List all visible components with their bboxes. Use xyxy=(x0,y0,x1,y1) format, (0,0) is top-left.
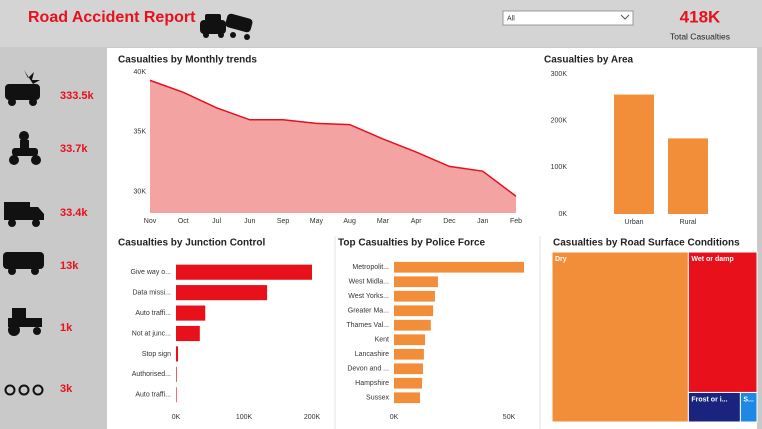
y-tick-label: Auto traffi... xyxy=(135,392,171,399)
bar xyxy=(614,94,654,214)
filter-value: All xyxy=(507,15,515,22)
header-bar xyxy=(0,0,762,47)
filter-dropdown[interactable] xyxy=(502,10,634,26)
y-tick-label: 0K xyxy=(558,211,567,218)
y-tick-label: Data missi... xyxy=(132,289,171,296)
sidebar-icons xyxy=(3,70,44,336)
line xyxy=(149,79,517,197)
tile-label: Wet or damp xyxy=(691,256,733,263)
bar xyxy=(394,290,435,302)
bar xyxy=(176,305,206,321)
x-tick-label: May xyxy=(310,218,324,225)
bar xyxy=(394,305,434,317)
y-tick-label: Sussex xyxy=(366,395,389,402)
treemap-tile xyxy=(687,391,741,423)
y-tick-label: Hampshire xyxy=(355,380,389,387)
y-tick-label: 30K xyxy=(134,188,147,195)
y-tick-label: West Midla... xyxy=(349,279,389,286)
kpi-label: Total Casualties xyxy=(670,31,730,41)
x-tick-label: Oct xyxy=(178,218,189,225)
y-tick-label: Lancashire xyxy=(355,351,389,358)
y-tick-label: 35K xyxy=(134,129,147,136)
x-tick-label: 200K xyxy=(304,414,321,421)
bar xyxy=(394,319,431,331)
sidebar-value: 1k xyxy=(60,322,73,334)
sidebar-value: 3k xyxy=(60,383,73,395)
dropdown-arrow xyxy=(620,14,630,20)
bar xyxy=(394,276,438,288)
chart-title: Casualties by Junction Control xyxy=(118,238,265,249)
y-tick-label: 200K xyxy=(551,118,568,125)
y-tick-label: Authorised... xyxy=(132,371,171,378)
x-tick-label: Jul xyxy=(212,218,221,225)
y-tick-label: Metropolit... xyxy=(352,264,389,271)
x-tick-label: 0K xyxy=(172,414,181,421)
bar xyxy=(668,138,708,214)
x-tick-label: Rural xyxy=(680,219,697,226)
y-tick-label: Thames Val... xyxy=(346,322,389,329)
x-tick-label: Aug xyxy=(343,218,356,225)
bar xyxy=(176,346,179,362)
x-tick-label: 100K xyxy=(236,414,253,421)
area xyxy=(150,80,516,213)
bar xyxy=(176,264,312,280)
report-title: Road Accident Report xyxy=(28,9,196,26)
x-tick-label: Urban xyxy=(624,219,643,226)
tile-label: S... xyxy=(743,396,754,403)
tile-label: Dry xyxy=(555,256,567,263)
bar xyxy=(394,261,524,273)
x-tick-label: Apr xyxy=(411,218,423,225)
y-tick-label: Devon and ... xyxy=(347,366,389,373)
chart-title: Casualties by Road Surface Conditions xyxy=(553,238,740,249)
x-tick-label: Mar xyxy=(377,218,390,225)
chart-title: Top Casualties by Police Force xyxy=(338,238,486,249)
x-tick-label: Jan xyxy=(477,218,488,225)
car-icon xyxy=(200,13,253,40)
bar xyxy=(394,392,420,404)
x-tick-label: Sep xyxy=(277,218,290,225)
y-tick-label: Kent xyxy=(375,337,389,344)
bar xyxy=(394,348,424,360)
y-tick-label: 100K xyxy=(551,164,568,171)
y-tick-label: Auto traffi... xyxy=(135,310,171,317)
bar xyxy=(176,387,177,403)
y-tick-label: Greater Ma... xyxy=(348,308,389,315)
sidebar-value: 33.4k xyxy=(60,207,88,219)
kpi-value: 418K xyxy=(680,7,721,26)
chart-title: Casualties by Monthly trends xyxy=(118,55,257,66)
sidebar-value: 33.7k xyxy=(60,143,88,155)
treemap-tile xyxy=(739,391,758,423)
y-tick-label: Not at junc... xyxy=(132,330,171,337)
x-tick-label: 0K xyxy=(390,414,399,421)
x-tick-label: Dec xyxy=(443,218,456,225)
bar xyxy=(176,325,200,342)
x-tick-label: Nov xyxy=(144,218,157,225)
bar xyxy=(394,334,426,346)
y-tick-label: West Yorks... xyxy=(348,293,389,300)
x-tick-label: Jun xyxy=(244,218,255,225)
y-tick-label: Stop sign xyxy=(142,351,171,358)
sidebar-value: 13k xyxy=(60,260,79,272)
bar xyxy=(394,363,423,375)
treemap-tile xyxy=(687,251,758,393)
x-tick-label: Feb xyxy=(510,218,522,225)
bar xyxy=(176,366,177,382)
tile-label: Frost or i... xyxy=(691,396,727,403)
x-tick-label: 50K xyxy=(503,414,516,421)
sidebar-value: 333.5k xyxy=(60,90,95,102)
more-icon xyxy=(4,384,44,396)
y-tick-label: Give way o... xyxy=(131,269,172,276)
treemap-tile xyxy=(551,251,689,423)
chart-title: Casualties by Area xyxy=(544,55,634,66)
y-tick-label: 300K xyxy=(551,71,568,78)
bar xyxy=(176,285,268,301)
y-tick-label: 40K xyxy=(134,69,147,76)
bar xyxy=(394,377,423,389)
